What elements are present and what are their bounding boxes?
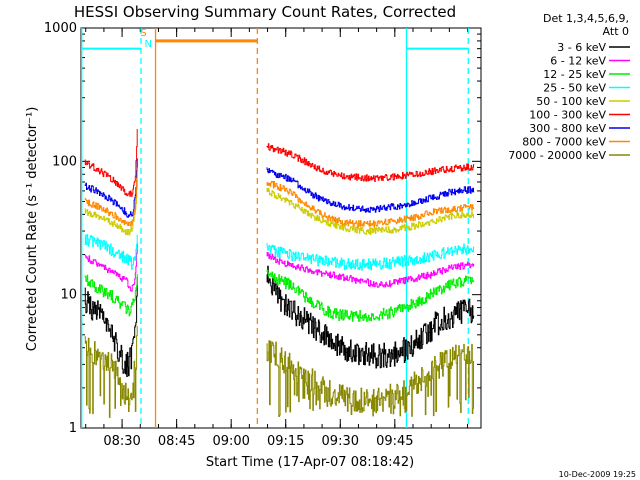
legend-label-5: 100 - 300 keV (529, 109, 606, 122)
series-2-segment-1 (266, 269, 475, 322)
series-1-segment-0 (84, 243, 138, 292)
legend-label-8: 7000 - 20000 keV (508, 149, 606, 162)
series-0-segment-0 (84, 277, 138, 377)
series-6-segment-1 (266, 167, 475, 213)
series-5-segment-0 (84, 129, 138, 197)
series-8-segment-1 (266, 340, 475, 417)
series-5-segment-1 (266, 143, 475, 182)
series-4-segment-0 (84, 179, 138, 236)
series-3-segment-1 (266, 243, 475, 271)
x-tick-label-1: 08:45 (158, 434, 195, 449)
legend-label-0: 3 - 6 keV (557, 41, 606, 54)
series-6-segment-0 (84, 158, 138, 218)
legend-label-7: 800 - 7000 keV (522, 136, 606, 149)
legend-label-2: 12 - 25 keV (543, 68, 606, 81)
y-tick-label-3: 1000 (44, 21, 77, 36)
y-tick-label-0: 1 (69, 421, 77, 436)
legend-header-0: Det 1,3,4,5,6,9, (543, 12, 629, 25)
annotation-0: S (140, 28, 146, 39)
plot-content: SN (81, 28, 475, 428)
x-tick-label-3: 09:15 (267, 434, 304, 449)
series-7-segment-1 (266, 181, 475, 228)
plot-area: 08:30 08:45 09:00 09:15 09:30 09:45 1 10 100 1000… (44, 21, 482, 449)
chart-title: HESSI Observing Summary Count Rates, Cor… (74, 3, 456, 21)
y-axis-label: Corrected Count Rate (s⁻¹ detector⁻¹) (25, 107, 40, 352)
series-1-segment-1 (266, 251, 475, 288)
y-tick-label-1: 10 (60, 288, 77, 303)
annotation-1: N (145, 39, 152, 50)
y-tick-label-2: 100 (52, 154, 77, 169)
timestamp: 10-Dec-2009 19:25 (559, 470, 636, 479)
series-0-segment-1 (266, 265, 475, 369)
x-tick-label-4: 09:30 (322, 434, 359, 449)
legend-label-6: 300 - 800 keV (529, 122, 606, 135)
legend-label-1: 6 - 12 keV (550, 55, 606, 68)
x-tick-label-5: 09:45 (376, 434, 413, 449)
series-2-segment-0 (84, 274, 138, 317)
x-tick-label-0: 08:30 (103, 434, 140, 449)
series-7-segment-0 (84, 167, 138, 227)
series-4-segment-1 (266, 187, 475, 235)
plot-frame (80, 27, 482, 429)
legend-label-4: 50 - 100 keV (536, 95, 606, 108)
series-3-segment-0 (84, 234, 138, 270)
legend-label-3: 25 - 50 keV (543, 82, 606, 95)
legend-header-1: Att 0 (603, 25, 629, 38)
series-8-segment-0 (84, 326, 138, 418)
x-axis-label: Start Time (17-Apr-07 08:18:42) (206, 455, 414, 470)
x-tick-label-2: 09:00 (212, 434, 249, 449)
